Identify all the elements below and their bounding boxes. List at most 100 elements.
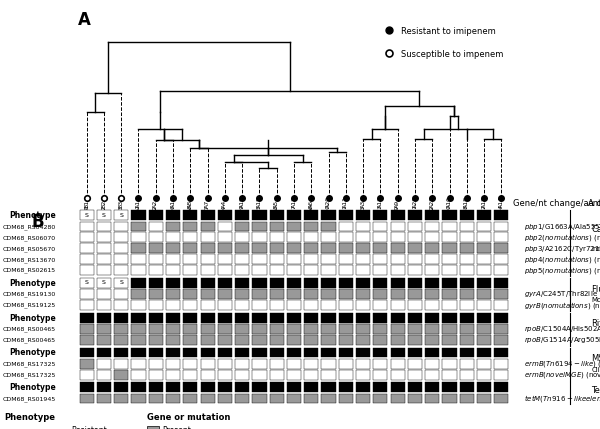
Bar <box>218 382 232 392</box>
Bar <box>477 289 491 299</box>
Bar <box>477 243 491 253</box>
Bar <box>494 221 508 231</box>
Text: A10: A10 <box>447 204 452 216</box>
Bar <box>322 324 335 334</box>
Text: A10: A10 <box>447 196 452 208</box>
Text: A11: A11 <box>343 196 349 208</box>
Bar <box>149 265 163 275</box>
Bar <box>322 382 335 392</box>
Text: Phenotype: Phenotype <box>9 211 56 220</box>
Text: Susceptible to impenem: Susceptible to impenem <box>401 51 503 59</box>
Bar <box>322 335 335 345</box>
Bar <box>425 347 439 357</box>
Text: Antibiotic: Antibiotic <box>588 199 600 208</box>
Bar <box>304 254 319 264</box>
Text: A4: A4 <box>223 200 227 208</box>
Bar <box>56 426 68 429</box>
Text: A7: A7 <box>205 200 210 208</box>
Bar <box>114 382 128 392</box>
Text: S: S <box>102 281 106 285</box>
Bar <box>235 370 249 380</box>
Bar <box>218 221 232 231</box>
Bar <box>391 254 405 264</box>
Bar <box>477 359 491 369</box>
Bar <box>80 221 94 231</box>
Bar <box>408 289 422 299</box>
Bar <box>183 300 197 310</box>
Bar <box>218 313 232 323</box>
Text: A4: A4 <box>223 204 227 212</box>
Bar <box>460 393 474 403</box>
Bar <box>235 335 249 345</box>
Bar <box>494 210 508 220</box>
Bar <box>322 210 335 220</box>
Bar <box>442 313 457 323</box>
Bar <box>80 278 94 288</box>
Bar <box>287 278 301 288</box>
Bar <box>322 233 335 242</box>
Bar <box>304 335 319 345</box>
Bar <box>269 370 284 380</box>
Bar <box>149 289 163 299</box>
Bar <box>287 335 301 345</box>
Bar <box>253 210 266 220</box>
Bar <box>149 313 163 323</box>
Bar <box>200 265 215 275</box>
Text: Gene/nt change/aa change: Gene/nt change/aa change <box>514 199 600 208</box>
Bar <box>166 359 180 369</box>
Bar <box>322 254 335 264</box>
Bar <box>287 289 301 299</box>
Bar <box>131 289 146 299</box>
Bar <box>339 359 353 369</box>
Bar <box>200 243 215 253</box>
Bar <box>287 324 301 334</box>
Text: Phenotype: Phenotype <box>5 413 56 422</box>
Bar <box>183 359 197 369</box>
Text: CDM68_RS17325: CDM68_RS17325 <box>2 372 56 378</box>
Bar <box>391 370 405 380</box>
Text: B1: B1 <box>84 204 89 212</box>
Bar <box>131 210 146 220</box>
Bar <box>269 313 284 323</box>
Bar <box>460 382 474 392</box>
Bar <box>269 335 284 345</box>
Text: CDM68_RS19125: CDM68_RS19125 <box>2 302 56 308</box>
Bar <box>218 347 232 357</box>
Bar <box>97 300 111 310</box>
Bar <box>304 221 319 231</box>
Bar <box>460 289 474 299</box>
Bar <box>269 210 284 220</box>
Bar <box>80 254 94 264</box>
Bar <box>253 243 266 253</box>
Bar <box>97 347 111 357</box>
Bar <box>269 300 284 310</box>
Bar <box>373 370 388 380</box>
Bar <box>235 221 249 231</box>
Bar <box>253 324 266 334</box>
Bar <box>408 221 422 231</box>
Text: A12: A12 <box>482 204 487 216</box>
Bar <box>200 300 215 310</box>
Bar <box>235 278 249 288</box>
Bar <box>408 278 422 288</box>
Bar <box>166 233 180 242</box>
Text: CDM68_RS01945: CDM68_RS01945 <box>2 396 56 402</box>
Bar <box>287 254 301 264</box>
Bar <box>253 359 266 369</box>
Bar <box>442 393 457 403</box>
Bar <box>97 370 111 380</box>
Bar <box>477 393 491 403</box>
Bar <box>200 233 215 242</box>
Bar <box>80 359 94 369</box>
Bar <box>287 300 301 310</box>
Bar <box>166 300 180 310</box>
Text: A20: A20 <box>326 204 331 216</box>
Bar <box>477 233 491 242</box>
Bar <box>166 254 180 264</box>
Bar <box>149 382 163 392</box>
Bar <box>183 313 197 323</box>
Bar <box>408 243 422 253</box>
Bar <box>149 335 163 345</box>
Bar <box>287 359 301 369</box>
Bar <box>287 370 301 380</box>
